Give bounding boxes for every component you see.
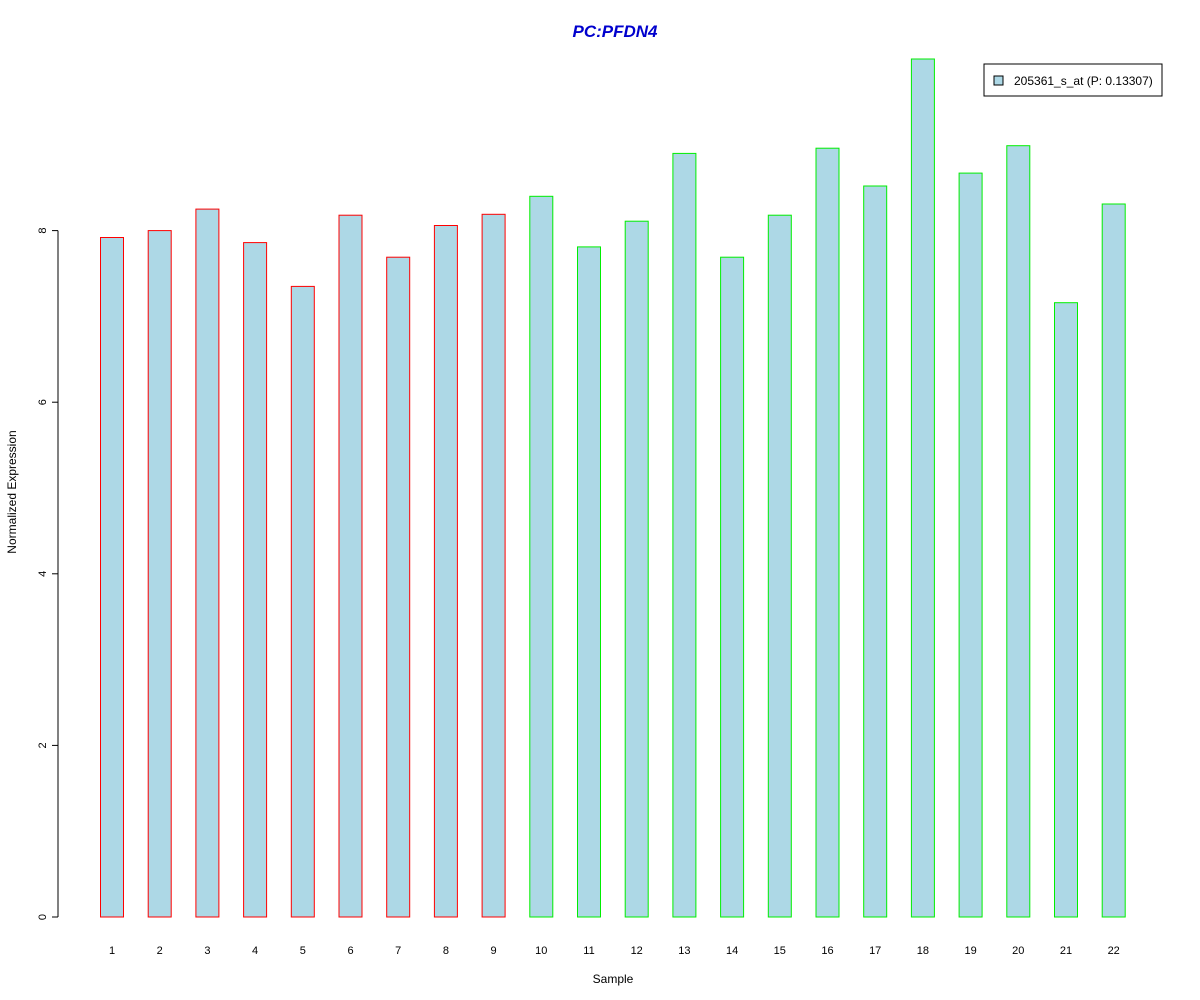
bar-sample-4 (243, 242, 268, 918)
x-tick-label: 8 (443, 945, 449, 957)
bar-sample-19 (958, 172, 983, 918)
bar-sample-15 (767, 214, 792, 918)
bar-sample-2 (147, 230, 172, 918)
y-tick-label: 6 (37, 399, 49, 405)
x-tick-label: 11 (583, 945, 594, 957)
x-tick-label: 2 (157, 945, 163, 957)
x-tick-label: 10 (535, 945, 547, 957)
bar-sample-3 (195, 208, 220, 918)
bars (100, 58, 1126, 918)
bar-sample-9 (481, 213, 506, 918)
y-tick-label: 2 (37, 742, 49, 748)
bar-sample-14 (720, 256, 745, 918)
bar-sample-18 (910, 58, 935, 918)
bar-sample-12 (624, 220, 649, 918)
bar-sample-13 (672, 152, 697, 918)
y-tick-label: 8 (37, 228, 49, 234)
y-tick-label: 0 (37, 914, 49, 920)
y-axis-label: Normalized Expression (5, 430, 19, 553)
bar-sample-11 (577, 246, 601, 918)
y-tick-label: 4 (37, 571, 49, 577)
x-tick-label: 18 (917, 945, 929, 957)
x-tick-label: 12 (631, 945, 643, 957)
bar-sample-20 (1006, 145, 1031, 918)
bar-sample-5 (290, 285, 315, 918)
x-tick-label: 21 (1060, 945, 1072, 957)
x-tick-label: 15 (774, 945, 786, 957)
bar-sample-7 (386, 256, 411, 918)
x-tick-label: 16 (821, 945, 833, 957)
legend-box (983, 63, 1163, 97)
x-tick-label: 5 (300, 945, 306, 957)
x-axis-label: Sample (593, 972, 634, 986)
x-tick-label: 3 (204, 945, 210, 957)
bar-sample-22 (1101, 203, 1126, 918)
legend-label: 205361_s_at (P: 0.13307) (1014, 74, 1153, 88)
bar-sample-21 (1054, 302, 1078, 918)
bar-sample-1 (100, 237, 124, 918)
bar-sample-17 (863, 185, 888, 918)
x-tick-labels: 1 2 3 4 5 6 7 8 9 10 11 12 13 14 15 16 17 18 19 20 21 22 (109, 945, 1120, 957)
x-tick-label: 14 (726, 945, 738, 957)
x-tick-label: 7 (395, 945, 401, 957)
x-tick-label: 19 (964, 945, 976, 957)
bar-sample-16 (815, 147, 840, 918)
x-tick-label: 20 (1012, 945, 1024, 957)
bar-sample-8 (433, 225, 458, 918)
x-tick-label: 4 (252, 945, 258, 957)
y-axis: 0 2 4 6 8 (37, 228, 59, 920)
legend: 205361_s_at (P: 0.13307) (983, 63, 1163, 97)
x-tick-label: 17 (869, 945, 881, 957)
x-tick-label: 1 (109, 945, 115, 957)
legend-swatch (993, 75, 1004, 86)
chart-title: PC:PFDN4 (572, 22, 658, 41)
bar-sample-6 (338, 214, 363, 918)
x-tick-label: 13 (678, 945, 690, 957)
x-tick-label: 6 (347, 945, 353, 957)
x-tick-label: 22 (1108, 945, 1120, 957)
bar-sample-10 (529, 195, 554, 918)
x-tick-label: 9 (491, 945, 497, 957)
